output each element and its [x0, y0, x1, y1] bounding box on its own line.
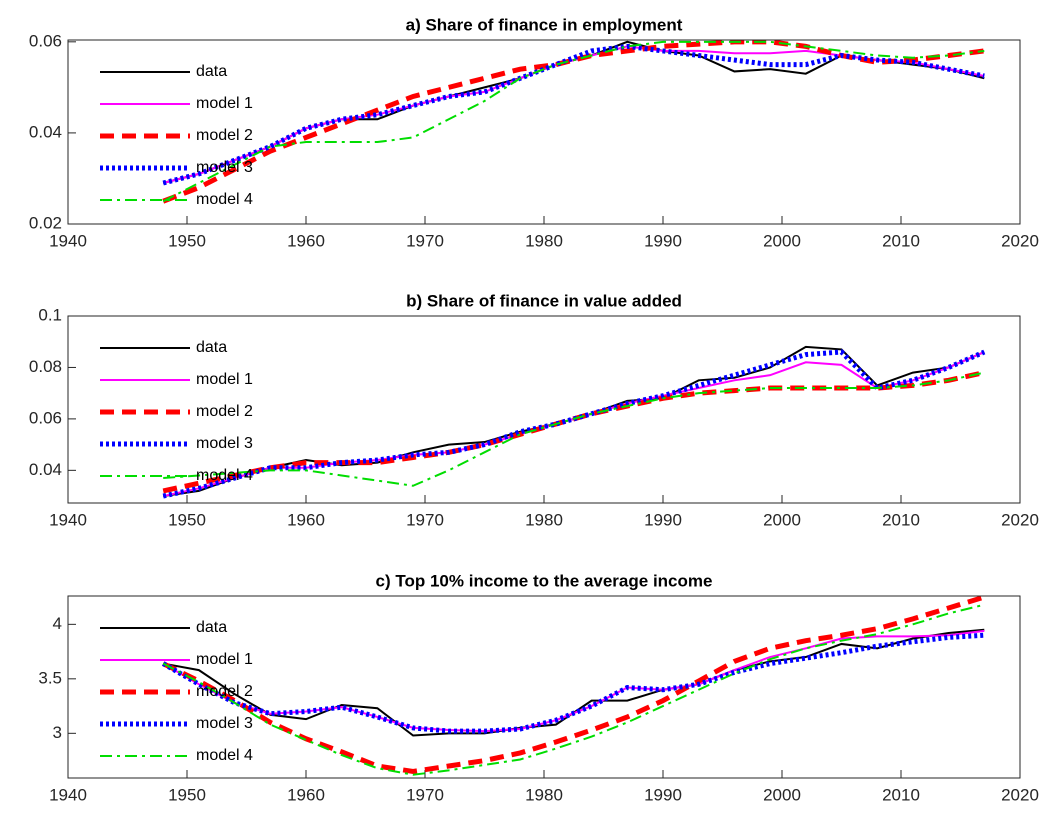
- series-line: [162, 603, 985, 776]
- legend-label: model 1: [196, 651, 253, 668]
- x-tick-label: 1970: [406, 231, 444, 250]
- legend-label: model 4: [196, 747, 253, 764]
- series-line: [162, 43, 985, 186]
- x-tick-label: 2000: [763, 231, 801, 250]
- legend-label: data: [196, 63, 227, 80]
- legend-label: data: [196, 339, 227, 356]
- x-tick-label: 2010: [882, 231, 920, 250]
- series-line: [163, 371, 985, 487]
- x-tick-label: 1990: [644, 231, 682, 250]
- x-tick-label: 1980: [525, 510, 563, 529]
- x-tick-label: 1980: [525, 231, 563, 250]
- x-tick-label: 1970: [406, 785, 444, 804]
- legend-label: model 3: [196, 715, 253, 732]
- x-tick-label: 1990: [644, 510, 682, 529]
- axes-frame: [67, 595, 1021, 779]
- chart-title: b) Share of finance in value added: [406, 291, 682, 310]
- plot-area: [68, 40, 1020, 224]
- y-tick-label: 4: [53, 614, 62, 633]
- x-tick-label: 1980: [525, 785, 563, 804]
- panel: a) Share of finance in employment 1940 195…: [29, 15, 1039, 250]
- x-tick-label: 1950: [168, 231, 206, 250]
- legend-label: model 1: [196, 371, 253, 388]
- x-tick-label: 1940: [49, 510, 87, 529]
- x-tick-label: 1990: [644, 785, 682, 804]
- legend-label: model 4: [196, 467, 253, 484]
- y-tick-label: 0.1: [38, 305, 62, 324]
- y-tick-label: 0.06: [29, 408, 62, 427]
- series-line: [162, 596, 986, 774]
- x-tick-label: 1960: [287, 510, 325, 529]
- x-tick-label: 1940: [49, 231, 87, 250]
- series-line: [162, 40, 985, 203]
- x-tick-label: 2020: [1001, 510, 1039, 529]
- x-tick-label: 1960: [287, 785, 325, 804]
- x-tick-label: 2010: [882, 510, 920, 529]
- plot-area: [68, 316, 1020, 503]
- series-line: [161, 632, 985, 734]
- legend-label: model 1: [196, 95, 253, 112]
- x-tick-label: 1960: [287, 231, 325, 250]
- legend-label: model 3: [196, 435, 253, 452]
- legend-label: model 2: [196, 683, 253, 700]
- chart-title: c) Top 10% income to the average income: [376, 571, 713, 590]
- chart-title: a) Share of finance in employment: [406, 15, 683, 34]
- x-tick-label: 1970: [406, 510, 444, 529]
- y-tick-label: 0.04: [29, 460, 62, 479]
- legend-label: data: [196, 619, 227, 636]
- legend-label: model 3: [196, 159, 253, 176]
- x-tick-label: 2010: [882, 785, 920, 804]
- y-tick-label: 3.5: [38, 668, 62, 687]
- series-line: [162, 349, 986, 499]
- axes-frame: [67, 39, 1021, 225]
- x-tick-label: 2000: [763, 510, 801, 529]
- panel: b) Share of finance in value added 1940 19…: [29, 291, 1039, 529]
- x-tick-label: 1940: [49, 785, 87, 804]
- x-tick-label: 1950: [168, 510, 206, 529]
- x-tick-label: 2020: [1001, 785, 1039, 804]
- x-tick-label: 2000: [763, 785, 801, 804]
- y-tick-label: 0.08: [29, 357, 62, 376]
- legend-label: model 2: [196, 403, 253, 420]
- axes-frame: [67, 315, 1021, 504]
- legend-label: model 4: [196, 191, 253, 208]
- y-tick-label: 0.06: [29, 31, 62, 50]
- y-tick-label: 0.04: [29, 122, 62, 141]
- y-tick-label: 3: [53, 723, 62, 742]
- x-tick-label: 1950: [168, 785, 206, 804]
- legend-label: model 2: [196, 127, 253, 144]
- x-tick-label: 2020: [1001, 231, 1039, 250]
- panel: c) Top 10% income to the average income 1…: [38, 571, 1039, 804]
- y-tick-label: 0.02: [29, 213, 62, 232]
